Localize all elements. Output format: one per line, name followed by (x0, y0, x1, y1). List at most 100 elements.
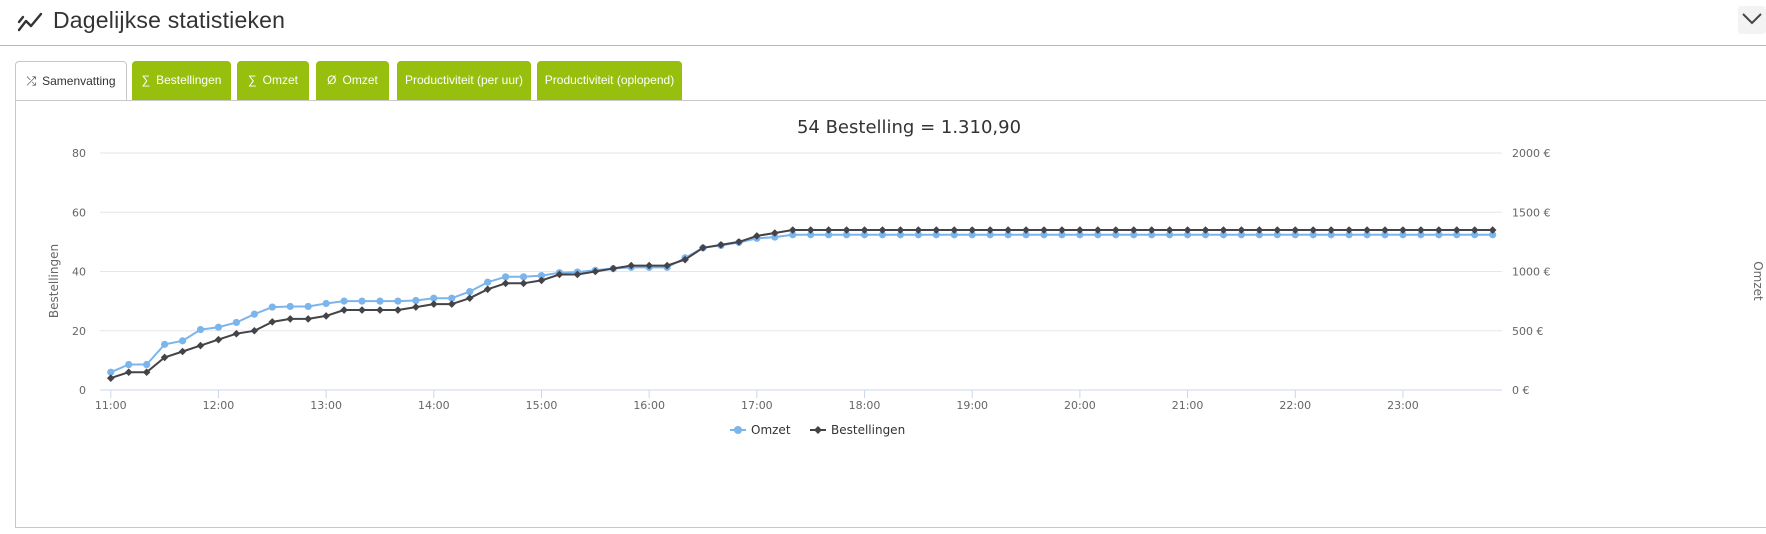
y-tick-label: 20 (72, 325, 86, 338)
data-point-bestellingen (1345, 226, 1353, 234)
data-point-omzet (412, 296, 420, 305)
tab-label: Omzet (342, 73, 378, 87)
data-point-omzet (1166, 231, 1174, 239)
x-tick-label: 21:00 (1172, 399, 1204, 412)
data-point-omzet (1417, 231, 1425, 239)
data-point-omzet (1453, 231, 1461, 239)
data-point-omzet (143, 360, 151, 369)
data-point-omzet (161, 340, 169, 348)
data-point-omzet (196, 325, 205, 334)
legend-label: Bestellingen (831, 423, 905, 437)
data-point-omzet (1489, 231, 1497, 239)
data-point-bestellingen (663, 261, 671, 270)
data-point-bestellingen (501, 279, 510, 288)
y-tick-label: 40 (72, 266, 86, 279)
data-point-omzet (968, 231, 976, 239)
data-point-bestellingen (1004, 226, 1012, 234)
sum-icon: ∑ (141, 73, 151, 87)
data-point-bestellingen (1183, 226, 1192, 234)
data-point-omzet (1363, 231, 1371, 239)
collapse-button[interactable] (1738, 6, 1766, 34)
data-point-omzet (1291, 231, 1299, 239)
data-point-omzet (1058, 231, 1066, 239)
data-point-omzet (1237, 231, 1246, 239)
data-point-omzet (1327, 231, 1335, 239)
data-point-bestellingen (250, 326, 259, 335)
data-point-omzet (1076, 231, 1084, 239)
y2-tick-label: 0 € (1512, 384, 1530, 397)
data-point-bestellingen (537, 276, 546, 285)
tab-samenvatting[interactable]: ⤮ Samenvatting (15, 61, 127, 101)
x-tick-label: 20:00 (1064, 399, 1096, 412)
data-point-bestellingen (842, 226, 851, 234)
data-point-bestellingen (914, 226, 923, 234)
data-point-omzet (807, 231, 815, 239)
tab-omzet-average[interactable]: Ø Omzet (316, 61, 389, 100)
data-point-omzet (268, 303, 276, 311)
x-tick-label: 11:00 (95, 399, 127, 412)
data-point-bestellingen (430, 300, 438, 308)
series-group (106, 226, 1497, 382)
data-point-omzet (1273, 231, 1281, 239)
y-axis-left: 0 20 40 60 80 (72, 147, 86, 397)
legend-label: Omzet (751, 423, 791, 437)
data-point-omzet (358, 297, 366, 305)
data-point-omzet (1255, 231, 1263, 239)
tab-label: Omzet (262, 73, 298, 87)
data-point-bestellingen (1273, 226, 1282, 234)
data-point-omzet (430, 294, 438, 302)
x-tick-label: 22:00 (1279, 399, 1311, 412)
data-point-bestellingen (627, 261, 636, 270)
data-point-omzet (304, 302, 312, 311)
data-point-omzet (825, 231, 833, 239)
data-point-omzet (1381, 231, 1389, 239)
data-point-bestellingen (232, 329, 241, 338)
data-point-bestellingen (806, 226, 815, 234)
data-point-bestellingen (860, 226, 869, 234)
data-point-bestellingen (340, 306, 348, 314)
y2-tick-label: 500 € (1512, 325, 1544, 338)
data-point-bestellingen (483, 285, 492, 294)
data-point-bestellingen (645, 261, 653, 270)
data-point-bestellingen (1147, 226, 1156, 234)
data-point-bestellingen (1165, 226, 1174, 234)
tab-label: Productiviteit (per uur) (404, 73, 524, 87)
data-point-bestellingen (304, 315, 312, 323)
data-point-omzet (860, 231, 869, 239)
chart-title: 54 Bestelling = 1.310,90 (797, 117, 1021, 138)
data-point-omzet (771, 233, 779, 241)
data-point-bestellingen (1470, 226, 1479, 234)
y-tick-label: 0 (79, 384, 86, 397)
data-point-bestellingen (1488, 226, 1497, 234)
data-point-omzet (789, 231, 797, 239)
y2-tick-label: 2000 € (1512, 147, 1551, 160)
data-point-bestellingen (878, 226, 887, 234)
data-point-bestellingen (214, 335, 223, 344)
data-point-bestellingen (1435, 226, 1443, 234)
tab-productiviteit-oplopend[interactable]: Productiviteit (oplopend) (537, 61, 682, 100)
x-tick-label: 12:00 (203, 399, 235, 412)
data-point-omzet (214, 323, 223, 331)
data-point-bestellingen (394, 306, 402, 314)
data-point-bestellingen (788, 226, 797, 234)
data-point-bestellingen (1022, 226, 1030, 234)
data-point-bestellingen (160, 353, 169, 362)
y-axis-right: 0 € 500 € 1000 € 1500 € 2000 € (1512, 147, 1551, 397)
data-point-bestellingen (412, 303, 420, 311)
legend-item-bestellingen[interactable]: Bestellingen (810, 423, 905, 437)
x-tick-label: 17:00 (741, 399, 773, 412)
legend-item-omzet[interactable]: Omzet (730, 423, 791, 437)
data-point-omzet (1040, 231, 1048, 239)
data-point-omzet (340, 297, 348, 305)
data-point-bestellingen (555, 270, 564, 279)
data-point-bestellingen (968, 226, 977, 234)
data-point-bestellingen (699, 244, 707, 252)
tab-bestellingen-sum[interactable]: ∑ Bestellingen (132, 61, 231, 100)
tab-omzet-sum[interactable]: ∑ Omzet (237, 61, 309, 100)
shuffle-icon: ⤮ (26, 74, 37, 88)
y-tick-label: 80 (72, 147, 86, 160)
tab-productiviteit-per-uur[interactable]: Productiviteit (per uur) (397, 61, 531, 100)
data-point-bestellingen (932, 226, 941, 234)
data-point-omzet (1112, 231, 1120, 239)
data-point-bestellingen (142, 368, 151, 377)
